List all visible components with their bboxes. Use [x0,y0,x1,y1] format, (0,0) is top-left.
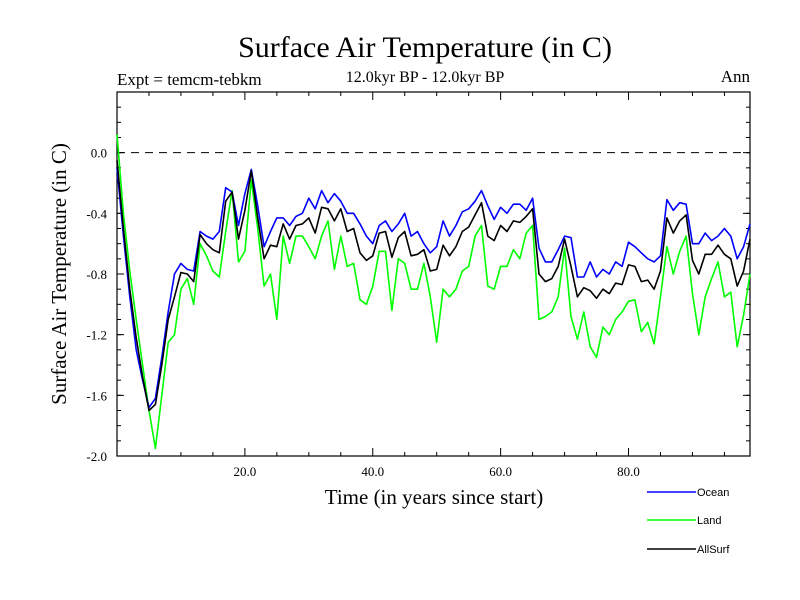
x-axis: 20.0 40.0 60.0 80.0 [148,92,725,479]
legend: Ocean Land AllSurf [647,487,730,556]
x-tick-label: 60.0 [489,464,512,479]
chart-subtitle: 12.0kyr BP - 12.0kyr BP [346,69,505,86]
y-tick-label: -0.4 [86,206,107,221]
y-axis-label: Surface Air Temperature (in C) [47,143,71,405]
series-line-ocean [116,167,751,409]
y-tick-label: -1.2 [86,328,107,343]
x-tick-label: 80.0 [617,464,640,479]
y-tick-label: -1.6 [86,388,107,403]
x-tick-label: 20.0 [234,464,257,479]
y-axis: 0.0 -0.4 -0.8 -1.2 -1.6 -2.0 [86,91,750,464]
series-line-allsurf [116,160,751,412]
y-tick-label: -0.8 [86,267,107,282]
y-tick-label: 0.0 [91,146,107,161]
chart-title: Surface Air Temperature (in C) [238,31,612,64]
season-label: Ann [721,67,751,86]
legend-label-allsurf: AllSurf [697,544,730,556]
experiment-label: Expt = temcm-tebkm [117,70,262,89]
plot-frame [116,91,751,457]
legend-label-ocean: Ocean [697,487,729,499]
x-axis-label: Time (in years since start) [325,485,544,509]
series-lines [116,134,751,450]
y-tick-label: -2.0 [86,449,107,464]
x-tick-label: 40.0 [361,464,384,479]
series-line-land [116,134,751,450]
legend-label-land: Land [697,515,721,527]
